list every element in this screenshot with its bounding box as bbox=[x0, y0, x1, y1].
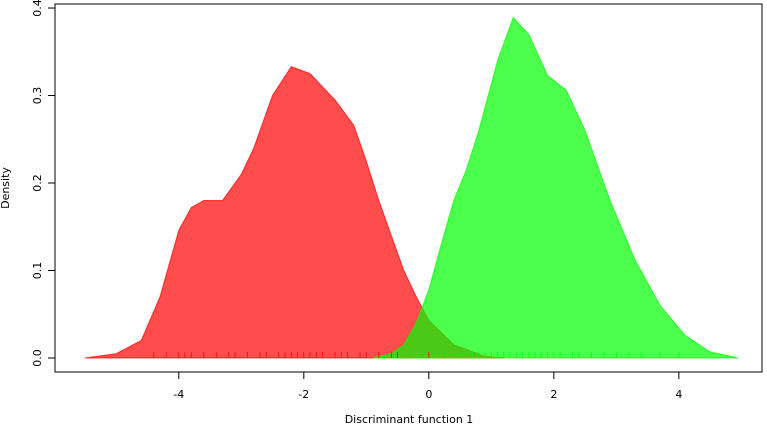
y-tick-label: 0.0 bbox=[31, 349, 44, 367]
y-tick-label: 0.3 bbox=[31, 87, 44, 105]
x-tick-label: 4 bbox=[675, 388, 682, 401]
x-axis-label: Discriminant function 1 bbox=[345, 413, 474, 426]
y-axis-label: Density bbox=[0, 167, 12, 209]
y-tick-label: 0.1 bbox=[31, 262, 44, 280]
x-tick-label: -2 bbox=[298, 388, 309, 401]
y-tick-label: 0.4 bbox=[31, 0, 44, 17]
x-tick-label: 0 bbox=[425, 388, 432, 401]
x-tick-label: -4 bbox=[173, 388, 184, 401]
x-tick-label: 2 bbox=[550, 388, 557, 401]
y-tick-label: 0.2 bbox=[31, 174, 44, 192]
density-area bbox=[372, 16, 739, 359]
plot-frame bbox=[54, 3, 763, 373]
